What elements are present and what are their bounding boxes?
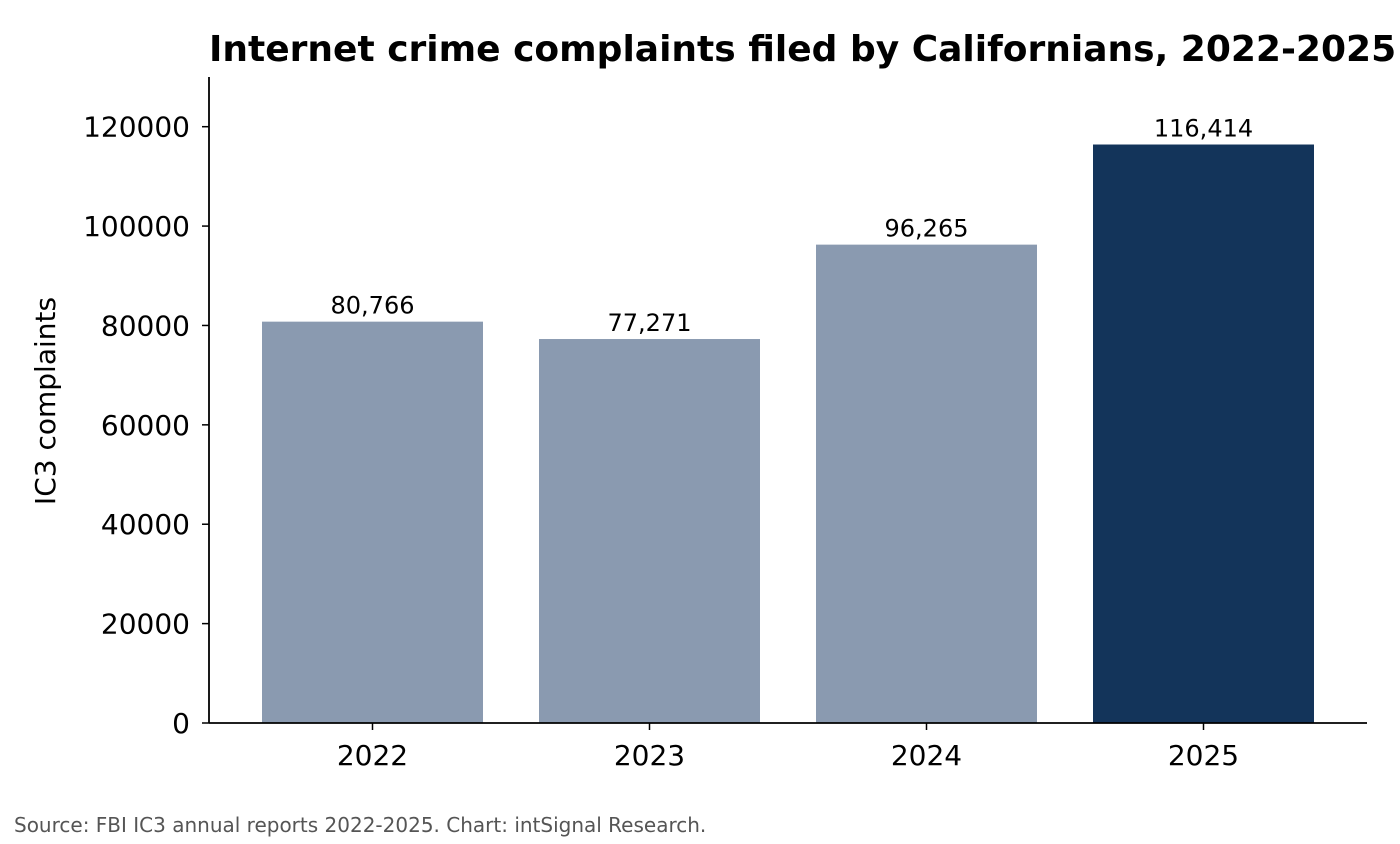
y-tick-label-40000: 40000: [101, 508, 190, 541]
bar-2025: [1093, 144, 1314, 723]
bar-2022: [262, 321, 483, 723]
y-axis-label: IC3 complaints: [29, 297, 62, 505]
bar-2023: [539, 339, 760, 723]
data-label-2025: 116,414: [1154, 115, 1253, 143]
y-tick-label-60000: 60000: [101, 409, 190, 442]
y-tick-label-80000: 80000: [101, 309, 190, 342]
x-tick-label-2024: 2024: [891, 739, 962, 772]
data-label-2024: 96,265: [885, 215, 969, 243]
data-label-2023: 77,271: [608, 309, 692, 337]
source-note: Source: FBI IC3 annual reports 2022-2025…: [14, 813, 706, 837]
bar-2024: [816, 244, 1037, 723]
x-tick-label-2022: 2022: [337, 739, 408, 772]
data-label-2022: 80,766: [331, 292, 415, 320]
y-tick-label-100000: 100000: [83, 210, 190, 243]
y-tick-label-120000: 120000: [83, 111, 190, 144]
x-tick-label-2025: 2025: [1168, 739, 1239, 772]
y-tick-label-20000: 20000: [101, 608, 190, 641]
chart-title: Internet crime complaints filed by Calif…: [209, 29, 1396, 70]
plot-area: 80,766 2022 77,271 2023 96,265 2024 116,414 202…: [83, 77, 1367, 772]
x-tick-label-2023: 2023: [614, 739, 685, 772]
y-tick-label-0: 0: [172, 707, 190, 740]
